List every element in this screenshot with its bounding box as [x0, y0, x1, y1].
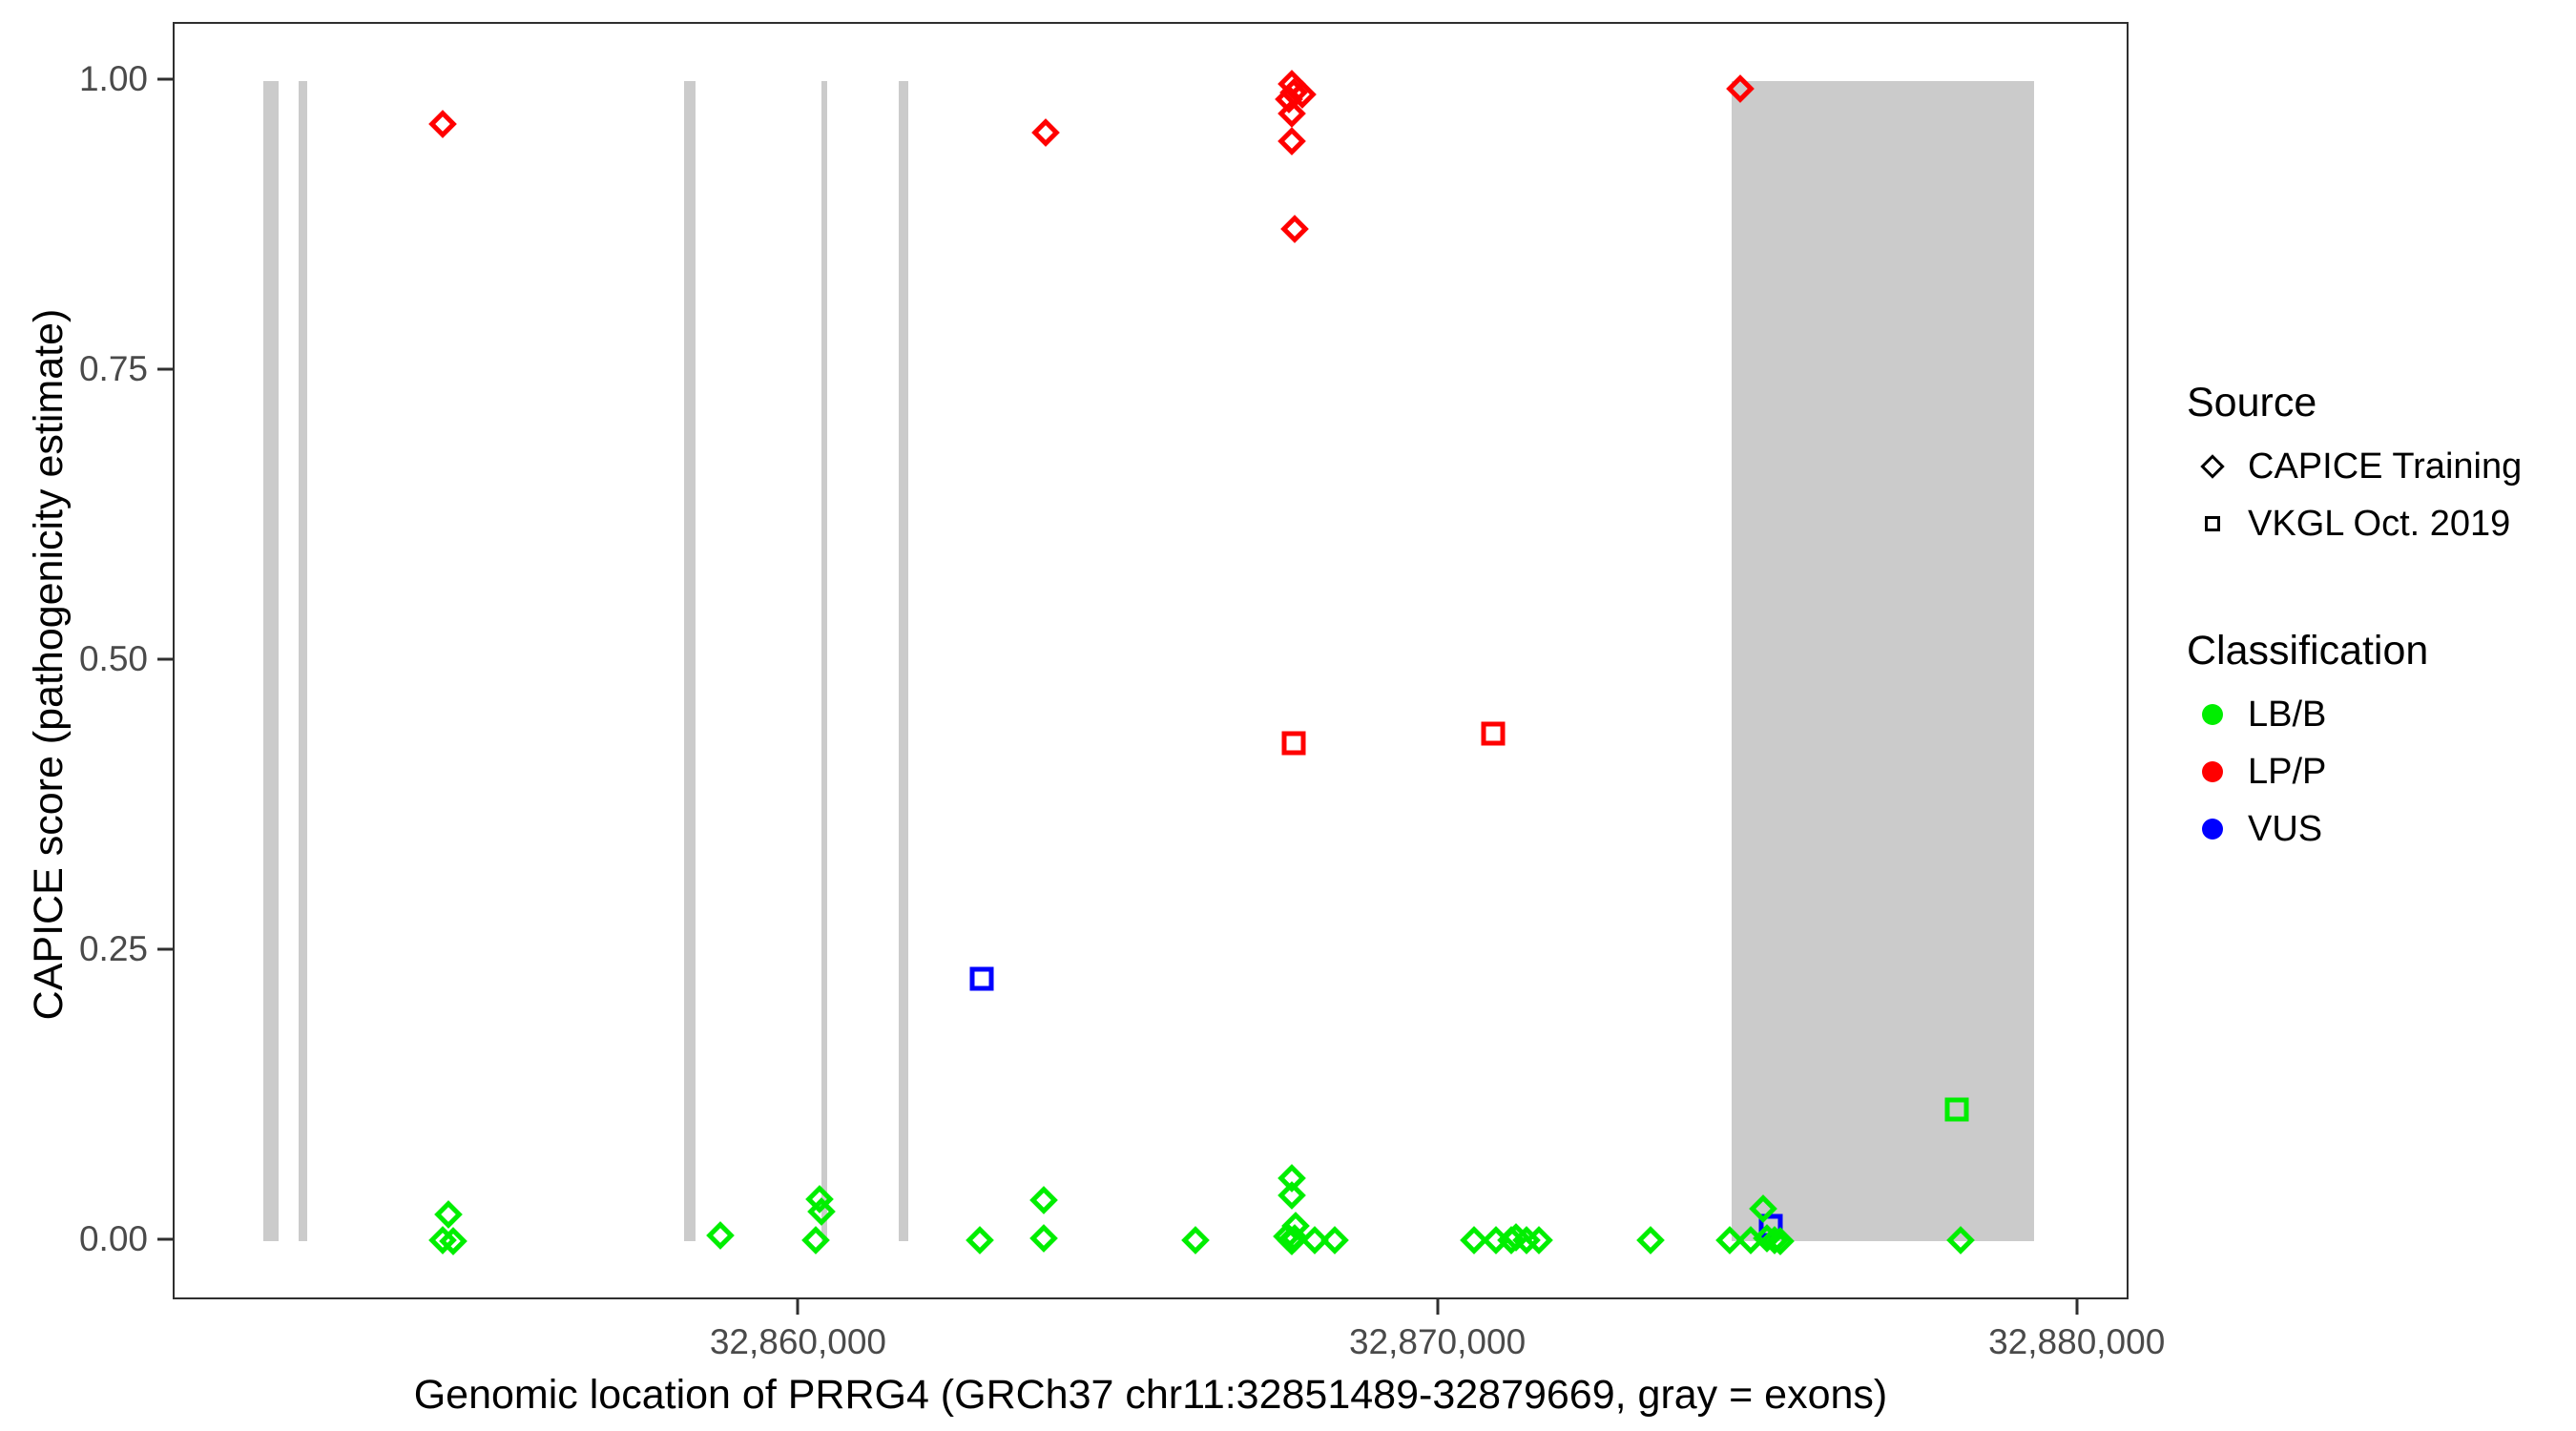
data-point-diamond	[1636, 1225, 1666, 1255]
x-tick-mark	[796, 1299, 800, 1315]
data-point-diamond	[428, 109, 458, 138]
data-point-square	[1281, 731, 1306, 756]
legend-key-circle-icon	[2202, 704, 2223, 725]
legend-key-diamond-icon	[2200, 454, 2225, 479]
legend-item-label: CAPICE Training	[2248, 446, 2523, 487]
data-point-diamond	[965, 1225, 994, 1255]
legend-item: LB/B	[2192, 688, 2568, 741]
exon-bar	[1732, 80, 2035, 1241]
data-point-diamond	[1280, 215, 1309, 244]
exon-bar	[299, 80, 307, 1241]
legend-classification-items: LB/B LP/P VUS	[2187, 688, 2568, 856]
legend-item: CAPICE Training	[2192, 440, 2568, 493]
legend-item: VUS	[2192, 802, 2568, 856]
legend-key-square-icon	[2205, 516, 2220, 531]
data-point-diamond	[434, 1199, 464, 1229]
legend-key-circle-icon	[2202, 819, 2223, 840]
y-tick-label: 0.50	[78, 638, 148, 678]
legend-item: VKGL Oct. 2019	[2192, 497, 2568, 550]
x-tick-mark	[2075, 1299, 2079, 1315]
legend-item-label: VKGL Oct. 2019	[2248, 503, 2511, 544]
legend-item-label: LP/P	[2248, 751, 2327, 792]
data-point-square	[1758, 1213, 1783, 1238]
data-point-diamond	[1028, 1224, 1058, 1254]
y-tick-mark	[157, 77, 173, 81]
data-point-diamond	[706, 1220, 736, 1250]
plot-panel	[173, 22, 2129, 1299]
data-point-diamond	[1277, 126, 1306, 156]
y-tick-mark	[157, 947, 173, 951]
legend-gap	[2187, 554, 2568, 628]
x-tick-mark	[1436, 1299, 1440, 1315]
data-point-square	[1481, 721, 1506, 746]
legend-item: LP/P	[2192, 745, 2568, 798]
exon-bar	[263, 80, 279, 1241]
x-tick-label: 32,870,000	[1348, 1322, 1527, 1361]
legend-source-title: Source	[2187, 380, 2317, 425]
exon-bar	[821, 80, 827, 1241]
data-point-diamond	[1278, 1181, 1307, 1211]
data-point-diamond	[1030, 118, 1060, 148]
y-tick-label: 0.00	[78, 1218, 148, 1258]
data-point-square	[969, 966, 994, 991]
exon-bar	[684, 80, 696, 1241]
y-tick-mark	[157, 1237, 173, 1241]
y-tick-label: 0.25	[78, 928, 148, 968]
data-point-diamond	[1028, 1186, 1058, 1215]
y-tick-mark	[157, 367, 173, 371]
x-tick-label: 32,880,000	[1988, 1322, 2166, 1361]
y-tick-label: 0.75	[78, 348, 148, 388]
y-tick-mark	[157, 657, 173, 661]
plot-area	[175, 24, 2127, 1297]
legend-source-items: CAPICE Training VKGL Oct. 2019	[2187, 440, 2568, 550]
legend-item-label: VUS	[2248, 808, 2323, 849]
legend-key-circle-icon	[2202, 761, 2223, 782]
legend-item-label: LB/B	[2248, 694, 2327, 735]
x-axis-title: Genomic location of PRRG4 (GRCh37 chr11:…	[413, 1372, 1888, 1418]
x-tick-label: 32,860,000	[709, 1322, 886, 1361]
data-point-diamond	[1181, 1225, 1211, 1255]
y-tick-label: 1.00	[78, 58, 148, 98]
legend: Source CAPICE Training VKGL Oct. 2019 Cla…	[2187, 380, 2568, 860]
data-point-diamond	[1320, 1225, 1350, 1255]
data-point-square	[1944, 1097, 1969, 1122]
legend-classification-title: Classification	[2187, 628, 2429, 674]
exon-bar	[899, 80, 908, 1241]
